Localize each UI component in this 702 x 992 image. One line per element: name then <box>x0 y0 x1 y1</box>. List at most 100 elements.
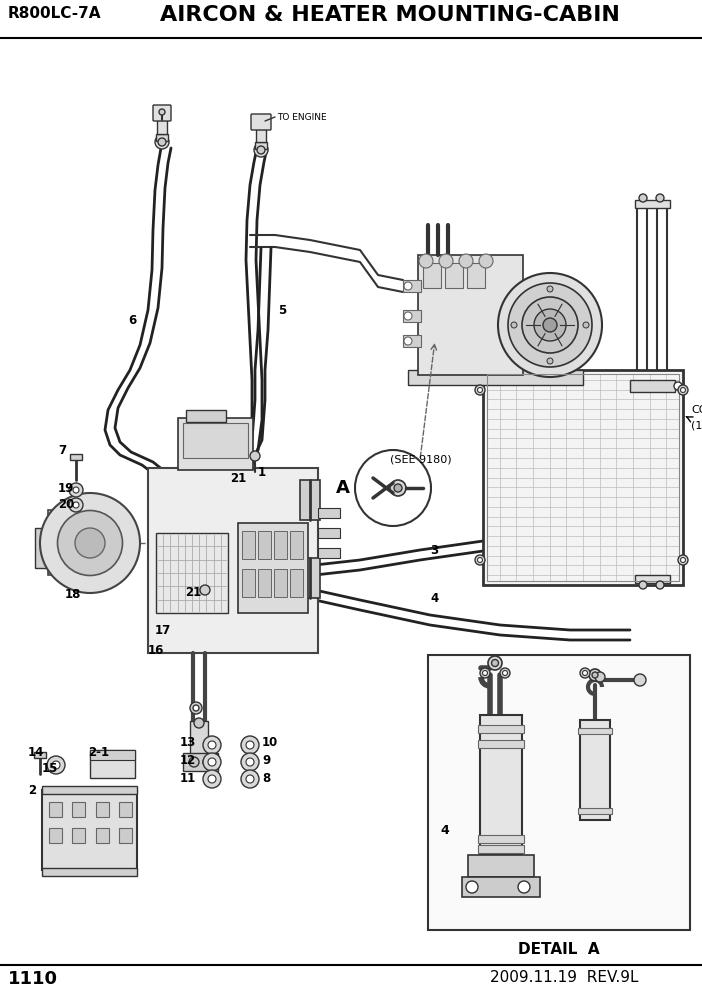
Circle shape <box>390 480 406 496</box>
Circle shape <box>592 672 598 678</box>
Bar <box>478 740 524 748</box>
Circle shape <box>208 741 216 749</box>
Circle shape <box>479 254 493 268</box>
Circle shape <box>439 254 453 268</box>
Circle shape <box>246 758 254 766</box>
Text: 7: 7 <box>58 443 66 456</box>
Text: 10: 10 <box>262 735 278 749</box>
Bar <box>255 142 267 149</box>
Bar <box>119 802 132 817</box>
Text: R800LC-7A: R800LC-7A <box>8 6 102 21</box>
Circle shape <box>475 555 485 565</box>
Text: 2-1: 2-1 <box>88 746 109 759</box>
Circle shape <box>547 286 553 292</box>
Circle shape <box>203 753 221 771</box>
Text: 2009.11.19  REV.9L: 2009.11.19 REV.9L <box>490 970 639 985</box>
Circle shape <box>518 881 530 893</box>
Text: 2: 2 <box>28 784 36 797</box>
Text: 18: 18 <box>65 588 81 601</box>
FancyBboxPatch shape <box>251 114 271 130</box>
Circle shape <box>466 881 478 893</box>
Bar <box>90 750 135 778</box>
Text: 14: 14 <box>28 747 44 760</box>
Circle shape <box>200 585 210 595</box>
Bar <box>242 531 255 559</box>
Bar <box>274 569 287 597</box>
Bar <box>428 655 690 930</box>
Circle shape <box>680 388 685 393</box>
Bar <box>578 808 612 814</box>
Circle shape <box>69 498 83 512</box>
Text: 4: 4 <box>430 591 438 604</box>
Bar <box>468 855 534 877</box>
Circle shape <box>508 283 592 367</box>
Circle shape <box>58 511 123 575</box>
Circle shape <box>404 337 412 345</box>
Circle shape <box>477 558 482 562</box>
Bar <box>445 263 463 288</box>
Text: 6: 6 <box>128 313 136 326</box>
Bar <box>408 370 583 385</box>
Circle shape <box>189 757 199 767</box>
Text: A: A <box>336 479 350 497</box>
Bar <box>467 263 485 288</box>
Circle shape <box>589 669 601 681</box>
Bar <box>242 569 255 597</box>
Bar <box>403 280 421 292</box>
FancyBboxPatch shape <box>153 105 171 121</box>
Circle shape <box>678 555 688 565</box>
Bar <box>178 418 253 470</box>
Circle shape <box>194 718 204 728</box>
Bar <box>183 753 218 771</box>
Circle shape <box>159 109 165 115</box>
Circle shape <box>40 493 140 593</box>
Text: 4: 4 <box>440 823 449 836</box>
Text: 1: 1 <box>258 465 266 478</box>
Circle shape <box>155 135 169 149</box>
Text: 3: 3 <box>430 544 438 557</box>
Bar <box>580 720 610 820</box>
Circle shape <box>491 660 498 667</box>
Circle shape <box>203 736 221 754</box>
Circle shape <box>459 254 473 268</box>
Bar <box>635 575 670 583</box>
Bar <box>487 374 679 581</box>
Bar <box>148 468 318 653</box>
Text: 13: 13 <box>180 735 197 749</box>
Bar <box>96 802 109 817</box>
Bar <box>423 263 441 288</box>
Bar <box>478 725 524 733</box>
Bar <box>119 828 132 843</box>
Circle shape <box>583 322 589 328</box>
Circle shape <box>547 358 553 364</box>
Circle shape <box>580 668 590 678</box>
Text: 21: 21 <box>185 585 201 598</box>
Text: 5: 5 <box>278 304 286 316</box>
Circle shape <box>639 581 647 589</box>
Circle shape <box>634 674 646 686</box>
Circle shape <box>203 757 213 767</box>
Bar <box>42 868 137 876</box>
Circle shape <box>241 770 259 788</box>
Text: 20: 20 <box>58 499 74 512</box>
Circle shape <box>498 273 602 377</box>
Bar <box>462 877 540 897</box>
Circle shape <box>482 671 487 676</box>
Circle shape <box>595 672 605 682</box>
Circle shape <box>73 502 79 508</box>
Text: CONDENSER: CONDENSER <box>691 405 702 415</box>
Bar <box>49 802 62 817</box>
Text: (1100 ITEM 3): (1100 ITEM 3) <box>691 420 702 430</box>
Bar <box>70 454 82 460</box>
Bar <box>156 134 168 141</box>
Circle shape <box>480 668 490 678</box>
Bar <box>72 802 85 817</box>
Circle shape <box>394 484 402 492</box>
Bar <box>630 380 675 392</box>
Circle shape <box>500 668 510 678</box>
Bar <box>478 845 524 853</box>
Circle shape <box>656 194 664 202</box>
Circle shape <box>404 312 412 320</box>
Bar <box>96 828 109 843</box>
Bar <box>318 528 340 538</box>
